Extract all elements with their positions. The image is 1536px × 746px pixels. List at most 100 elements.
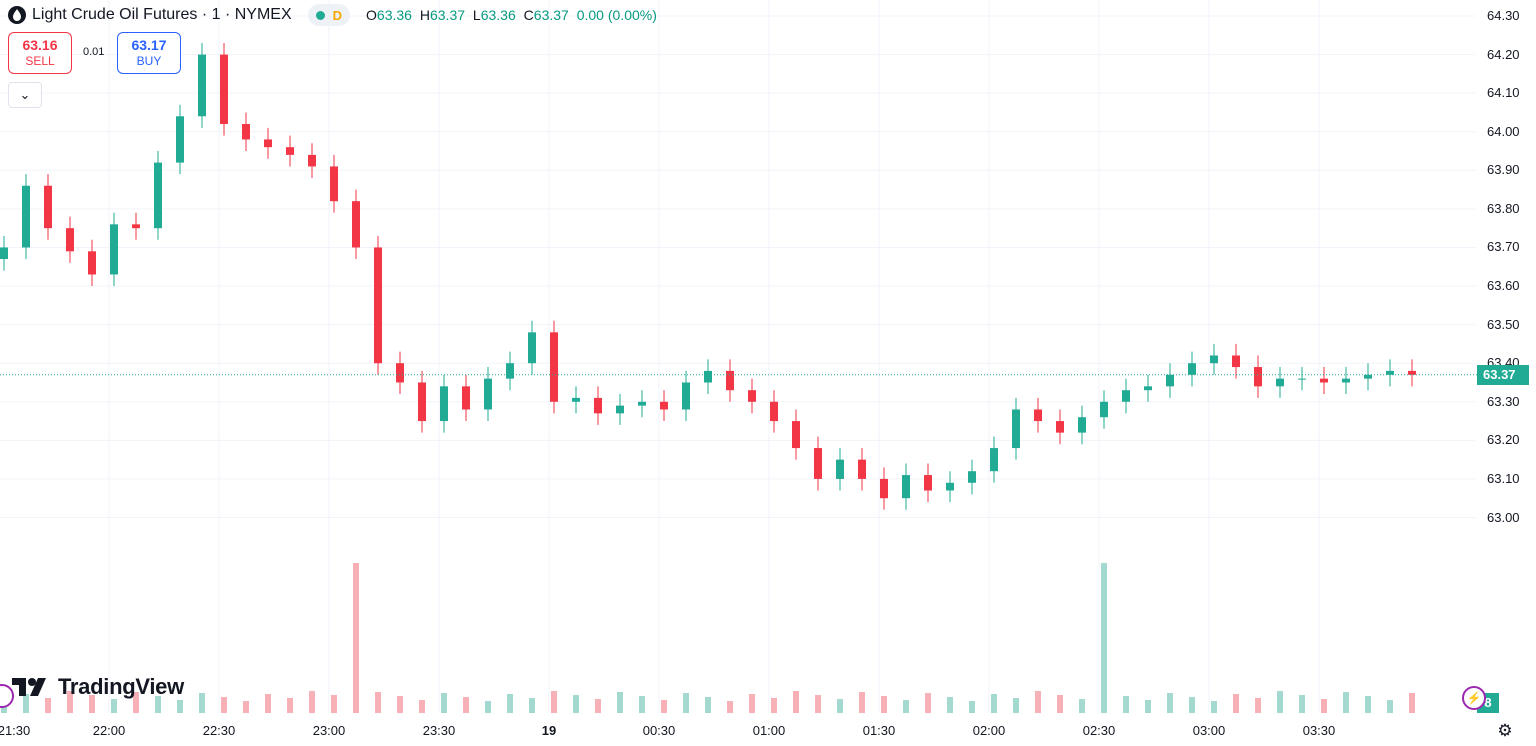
volume-bar [617,692,623,713]
candle-body [616,405,624,414]
candle [1078,405,1086,445]
candle [726,359,734,402]
volume-bar [375,692,381,713]
volume-bar [595,699,601,713]
candle-body [792,421,800,449]
close-label: C [523,7,534,23]
candle [704,359,712,395]
volume-bar [529,698,535,713]
volume-bar [661,700,667,713]
candle [132,212,140,240]
candle [462,374,470,422]
candle-body [704,370,712,383]
delayed-badge: D [332,7,343,23]
bolt-icon[interactable]: ⚡ [1462,686,1486,710]
volume-bar [1409,693,1415,713]
buy-price: 63.17 [131,37,167,53]
chevron-down-icon: ⌄ [19,87,31,102]
candle [88,239,96,287]
low-label: L [472,7,481,23]
volume-bar [397,696,403,713]
candle [1276,367,1284,398]
candle [264,127,272,159]
spread-value: 0.01 [83,46,105,58]
candle-body [1342,378,1350,383]
volume-bar [441,693,447,713]
candle-body [308,154,316,167]
candle-body [726,370,734,391]
candle-body [572,397,580,402]
candle-body [1298,378,1306,380]
volume-bar [485,701,491,713]
candle [1056,409,1064,445]
candle [968,459,976,495]
candle [902,463,910,510]
volume-bar [947,697,953,713]
candle [308,143,316,179]
candle-body [374,247,382,364]
candle-body [352,201,360,248]
candle-body [1210,355,1218,364]
candle [990,436,998,483]
sell-button[interactable]: 63.16 SELL [8,32,72,74]
volume-bar [1013,698,1019,713]
volume-bar [925,693,931,713]
candle-body [968,471,976,483]
candles [0,43,1416,510]
time-tick-label: 00:30 [642,723,676,738]
volume-bar [287,698,293,713]
candle-body [176,116,184,163]
candle-body [550,332,558,402]
volume-bar [903,700,909,713]
tradingview-logo[interactable]: TradingView [12,674,184,700]
candle-body [814,448,822,479]
candle-body [1408,370,1416,375]
volume-bar [991,694,997,713]
candle [1298,367,1306,391]
candle [506,351,514,391]
volume-bar [463,697,469,713]
gear-icon[interactable]: ⚙ [1497,721,1513,740]
price-tick-label: 63.80 [1487,200,1520,216]
last-price-tag: 63.37 [1477,364,1529,385]
volume-bar [1387,700,1393,713]
candle-body [1364,374,1372,379]
volume-bar [837,699,843,713]
volume-bar [221,697,227,713]
price-tick-label: 63.60 [1487,278,1520,294]
candle [154,151,162,240]
price-tick-label: 64.20 [1487,46,1520,62]
candle-body [858,459,866,479]
candle [374,235,382,375]
symbol-title[interactable]: Light Crude Oil Futures · 1 · NYMEX [32,6,292,23]
market-status-pill[interactable]: D [307,4,351,26]
volume-bar [793,691,799,713]
candle-body [220,54,228,125]
volume-bar [67,691,73,713]
time-tick-label: 21:30 [0,723,31,738]
candle-body [946,482,954,491]
volume-bar [551,691,557,713]
collapse-button[interactable]: ⌄ [8,82,42,108]
candle-body [594,397,602,414]
volume-bars [1,563,1415,713]
buy-button[interactable]: 63.17 BUY [117,32,181,74]
candle [1386,359,1394,387]
candle [924,463,932,503]
volume-bar [1145,700,1151,713]
price-tick-label: 64.30 [1487,8,1520,23]
candle [572,386,580,414]
candle-body [264,139,272,148]
candle-body [528,332,536,364]
candle [1122,378,1130,414]
volume-bar [705,697,711,713]
high-label: H [419,7,430,23]
candle-body [1254,367,1262,387]
chart-legend: Light Crude Oil Futures · 1 · NYMEX D O6… [8,4,661,26]
candle-body [1078,417,1086,433]
time-tick-label: 02:30 [1082,723,1116,738]
candle [1320,367,1328,395]
candle-body [110,224,118,275]
candle [1100,390,1108,429]
